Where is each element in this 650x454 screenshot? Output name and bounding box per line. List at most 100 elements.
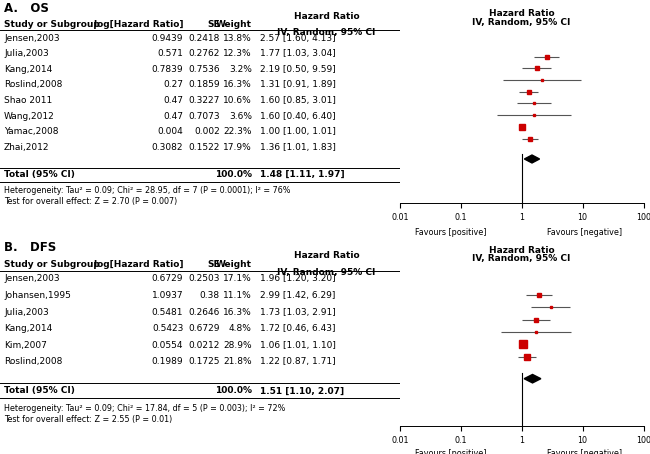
Text: 0.47: 0.47 (163, 96, 183, 105)
Text: Study or Subgroup: Study or Subgroup (4, 260, 100, 269)
Text: 1.72 [0.46, 6.43]: 1.72 [0.46, 6.43] (260, 324, 335, 333)
Text: Hazard Ratio: Hazard Ratio (294, 12, 359, 21)
Text: Hazard Ratio: Hazard Ratio (294, 252, 359, 261)
Text: Kim,2007: Kim,2007 (4, 341, 47, 350)
Text: 0.002: 0.002 (194, 127, 220, 136)
Text: Jensen,2003: Jensen,2003 (4, 34, 60, 43)
Text: 0.1989: 0.1989 (151, 357, 183, 366)
Text: 100.0%: 100.0% (215, 170, 252, 179)
Text: B.   DFS: B. DFS (4, 241, 57, 254)
Text: 4.8%: 4.8% (229, 324, 252, 333)
Text: 2.99 [1.42, 6.29]: 2.99 [1.42, 6.29] (260, 291, 335, 300)
Text: 16.3%: 16.3% (223, 80, 252, 89)
Polygon shape (525, 155, 540, 163)
Text: 1.96 [1.20, 3.20]: 1.96 [1.20, 3.20] (260, 275, 335, 283)
Text: Johansen,1995: Johansen,1995 (4, 291, 71, 300)
Text: IV, Random, 95% CI: IV, Random, 95% CI (473, 18, 571, 27)
Text: 12.3%: 12.3% (223, 49, 252, 58)
Text: Kang,2014: Kang,2014 (4, 65, 52, 74)
Text: 17.9%: 17.9% (223, 143, 252, 152)
Text: Roslind,2008: Roslind,2008 (4, 80, 62, 89)
Text: Study or Subgroup: Study or Subgroup (4, 20, 100, 29)
Text: 1.60 [0.85, 3.01]: 1.60 [0.85, 3.01] (260, 96, 336, 105)
Text: Jensen,2003: Jensen,2003 (4, 275, 60, 283)
Text: 0.5481: 0.5481 (152, 308, 183, 317)
Text: Yamac,2008: Yamac,2008 (4, 127, 58, 136)
Text: log[Hazard Ratio]: log[Hazard Ratio] (94, 260, 183, 269)
Text: Zhai,2012: Zhai,2012 (4, 143, 49, 152)
Text: 0.0212: 0.0212 (188, 341, 220, 350)
Text: 0.3082: 0.3082 (152, 143, 183, 152)
Text: 0.1725: 0.1725 (188, 357, 220, 366)
Text: Favours [positive]: Favours [positive] (415, 449, 487, 454)
Text: 1.0937: 1.0937 (151, 291, 183, 300)
Text: log[Hazard Ratio]: log[Hazard Ratio] (94, 20, 183, 29)
Text: 0.47: 0.47 (163, 112, 183, 121)
Text: Favours [negative]: Favours [negative] (547, 228, 623, 237)
Text: IV, Random, 95% CI: IV, Random, 95% CI (473, 254, 571, 263)
Text: 1.48 [1.11, 1.97]: 1.48 [1.11, 1.97] (260, 170, 344, 179)
Text: 0.6729: 0.6729 (188, 324, 220, 333)
Text: Kang,2014: Kang,2014 (4, 324, 52, 333)
Text: 0.2762: 0.2762 (188, 49, 220, 58)
Text: 0.9439: 0.9439 (152, 34, 183, 43)
Text: 1.06 [1.01, 1.10]: 1.06 [1.01, 1.10] (260, 341, 336, 350)
Text: 21.8%: 21.8% (223, 357, 252, 366)
Text: Hazard Ratio: Hazard Ratio (489, 247, 554, 255)
Text: Shao 2011: Shao 2011 (4, 96, 52, 105)
Text: 1.36 [1.01, 1.83]: 1.36 [1.01, 1.83] (260, 143, 336, 152)
Text: A.   OS: A. OS (4, 2, 49, 15)
Text: 0.27: 0.27 (163, 80, 183, 89)
Text: 0.7073: 0.7073 (188, 112, 220, 121)
Text: Hazard Ratio: Hazard Ratio (489, 10, 554, 19)
Text: 0.1859: 0.1859 (188, 80, 220, 89)
Text: 1.51 [1.10, 2.07]: 1.51 [1.10, 2.07] (260, 386, 344, 395)
Text: 1.22 [0.87, 1.71]: 1.22 [0.87, 1.71] (260, 357, 335, 366)
Text: 100.0%: 100.0% (215, 386, 252, 395)
Text: IV, Random, 95% CI: IV, Random, 95% CI (278, 268, 376, 276)
Text: 17.1%: 17.1% (223, 275, 252, 283)
Text: Heterogeneity: Tau² = 0.09; Chi² = 17.84, df = 5 (P = 0.003); I² = 72%: Heterogeneity: Tau² = 0.09; Chi² = 17.84… (4, 404, 285, 413)
Text: 10.6%: 10.6% (223, 96, 252, 105)
Text: 1.31 [0.91, 1.89]: 1.31 [0.91, 1.89] (260, 80, 336, 89)
Text: 11.1%: 11.1% (223, 291, 252, 300)
Text: Weight: Weight (216, 260, 252, 269)
Text: 0.5423: 0.5423 (152, 324, 183, 333)
Text: 1.60 [0.40, 6.40]: 1.60 [0.40, 6.40] (260, 112, 335, 121)
Text: 3.2%: 3.2% (229, 65, 252, 74)
Text: 0.6729: 0.6729 (152, 275, 183, 283)
Text: 16.3%: 16.3% (223, 308, 252, 317)
Text: 0.1522: 0.1522 (188, 143, 220, 152)
Text: 0.2646: 0.2646 (188, 308, 220, 317)
Text: Roslind,2008: Roslind,2008 (4, 357, 62, 366)
Text: 0.2418: 0.2418 (188, 34, 220, 43)
Text: Test for overall effect: Z = 2.55 (P = 0.01): Test for overall effect: Z = 2.55 (P = 0… (4, 415, 172, 424)
Text: Favours [negative]: Favours [negative] (547, 449, 623, 454)
Text: 0.004: 0.004 (157, 127, 183, 136)
Text: 3.6%: 3.6% (229, 112, 252, 121)
Text: Total (95% CI): Total (95% CI) (4, 386, 75, 395)
Text: 22.3%: 22.3% (224, 127, 252, 136)
Text: Julia,2003: Julia,2003 (4, 49, 49, 58)
Text: SE: SE (207, 260, 220, 269)
Text: Wang,2012: Wang,2012 (4, 112, 55, 121)
Polygon shape (524, 375, 541, 383)
Text: 2.19 [0.50, 9.59]: 2.19 [0.50, 9.59] (260, 65, 335, 74)
Text: 0.7536: 0.7536 (188, 65, 220, 74)
Text: Test for overall effect: Z = 2.70 (P = 0.007): Test for overall effect: Z = 2.70 (P = 0… (4, 197, 177, 207)
Text: 0.7839: 0.7839 (151, 65, 183, 74)
Text: Heterogeneity: Tau² = 0.09; Chi² = 28.95, df = 7 (P = 0.0001); I² = 76%: Heterogeneity: Tau² = 0.09; Chi² = 28.95… (4, 187, 291, 195)
Text: 2.57 [1.60, 4.13]: 2.57 [1.60, 4.13] (260, 34, 335, 43)
Text: Julia,2003: Julia,2003 (4, 308, 49, 317)
Text: Favours [positive]: Favours [positive] (415, 228, 487, 237)
Text: 0.3227: 0.3227 (188, 96, 220, 105)
Text: 1.00 [1.00, 1.01]: 1.00 [1.00, 1.01] (260, 127, 336, 136)
Text: 1.77 [1.03, 3.04]: 1.77 [1.03, 3.04] (260, 49, 335, 58)
Text: 28.9%: 28.9% (223, 341, 252, 350)
Text: IV, Random, 95% CI: IV, Random, 95% CI (278, 28, 376, 37)
Text: 0.0554: 0.0554 (152, 341, 183, 350)
Text: 1.73 [1.03, 2.91]: 1.73 [1.03, 2.91] (260, 308, 335, 317)
Text: 0.38: 0.38 (200, 291, 220, 300)
Text: 13.8%: 13.8% (223, 34, 252, 43)
Text: 0.2503: 0.2503 (188, 275, 220, 283)
